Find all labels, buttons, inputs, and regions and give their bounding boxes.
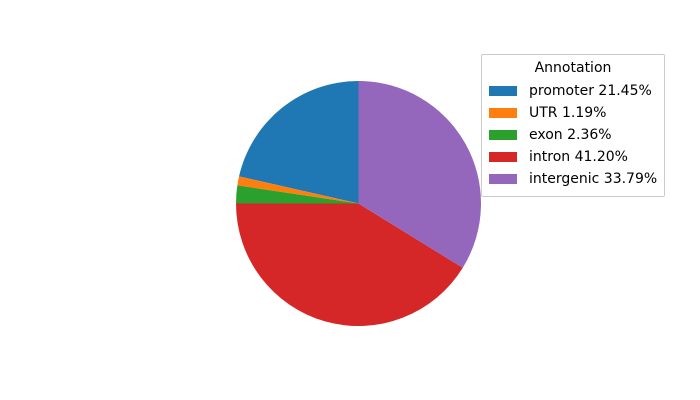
legend-entry: intergenic 33.79% [489, 168, 657, 190]
legend-entry: intron 41.20% [489, 146, 657, 168]
legend-color-swatch [489, 152, 517, 162]
legend-color-swatch [489, 108, 517, 118]
legend-color-swatch [489, 174, 517, 184]
legend-entry: UTR 1.19% [489, 102, 657, 124]
legend-color-swatch [489, 130, 517, 140]
chart-legend: Annotation promoter 21.45% UTR 1.19% exon … [481, 54, 665, 197]
pie-chart-axes [236, 81, 481, 326]
legend-title: Annotation [534, 60, 612, 76]
pie-svg [236, 81, 481, 326]
legend-entry-label: intron 41.20% [529, 149, 628, 165]
pie-wedge-intron [236, 203, 463, 326]
pie-wedge-UTR [237, 176, 359, 204]
legend-entry-label: promoter 21.45% [529, 83, 652, 99]
pie-wedge-exon [236, 185, 359, 204]
pie-wedge-intergenic [358, 81, 481, 268]
pie-wedge-group [236, 81, 481, 326]
pie-wedge-promoter [239, 81, 359, 204]
legend-entry-label: exon 2.36% [529, 127, 612, 143]
legend-entry-list: promoter 21.45% UTR 1.19% exon 2.36% intron… [489, 80, 657, 190]
legend-entry-label: intergenic 33.79% [529, 171, 658, 187]
legend-entry: promoter 21.45% [489, 80, 657, 102]
legend-entry: exon 2.36% [489, 124, 657, 146]
legend-color-swatch [489, 86, 517, 96]
legend-entry-label: UTR 1.19% [529, 105, 607, 121]
